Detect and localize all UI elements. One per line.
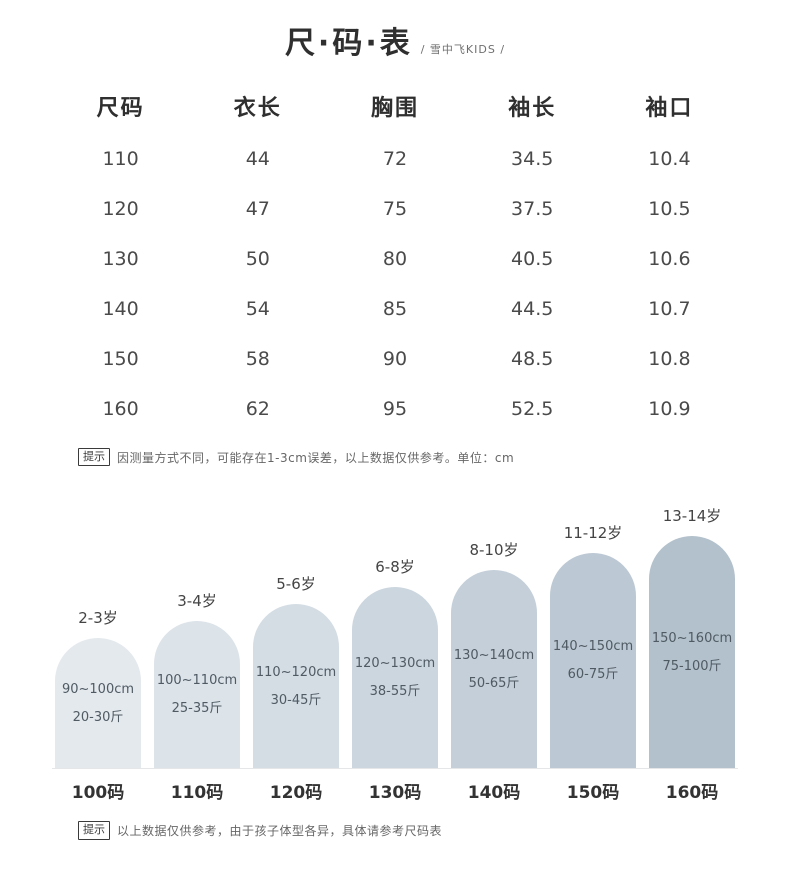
bar-column: 13-14岁 150~160cm 75-100斤 — [646, 505, 738, 769]
size-bar: 140~150cm 60-75斤 — [550, 553, 636, 769]
size-code-label: 160码 — [665, 783, 719, 804]
column-header: 袖长 — [508, 96, 557, 121]
size-bar: 130~140cm 50-65斤 — [451, 570, 537, 769]
table-cell: 40.5 — [511, 248, 554, 270]
table-cell: 110 — [102, 148, 139, 170]
column-header: 袖口 — [645, 96, 694, 121]
chart-bars: 2-3岁 90~100cm 20-30斤 3-4岁 100~110cm 25-35斤 5-6… — [52, 500, 738, 769]
table-cell: 10.4 — [648, 148, 691, 170]
size-bar: 100~110cm 25-35斤 — [154, 621, 240, 769]
size-bar: 110~120cm 30-45斤 — [253, 604, 339, 769]
table-cell: 58 — [245, 348, 270, 370]
table-cell: 150 — [102, 348, 139, 370]
table-cell: 34.5 — [511, 148, 554, 170]
table-note: 提示 因测量方式不同，可能存在1-3cm误差，以上数据仅供参考。单位：cm — [52, 448, 738, 467]
weight-range-label: 20-30斤 — [72, 709, 124, 725]
note-text: 以上数据仅供参考，由于孩子体型各异，具体请参考尺码表 — [117, 823, 443, 838]
table-cell: 10.9 — [648, 398, 691, 420]
size-code-label: 120码 — [269, 783, 323, 804]
table-cell: 72 — [382, 148, 408, 170]
table-cell: 10.6 — [648, 248, 691, 270]
note-tag: 提示 — [78, 821, 110, 840]
size-code-label: 140码 — [467, 783, 521, 804]
size-table-header-row: 尺码 衣长 胸围 袖长 袖口 — [52, 78, 738, 134]
size-table: 尺码 衣长 胸围 袖长 袖口 110 44 72 34.5 10.4 120 47 75 37.5 10.… — [52, 78, 738, 434]
table-cell: 75 — [382, 198, 408, 220]
footer-note: 提示 以上数据仅供参考，由于孩子体型各异，具体请参考尺码表 — [52, 821, 738, 840]
height-range-label: 130~140cm — [453, 647, 535, 663]
bar-column: 11-12岁 140~150cm 60-75斤 — [547, 522, 639, 769]
header: 尺·码·表 / 雪中飞KIDS / — [52, 26, 738, 62]
age-label: 6-8岁 — [375, 558, 415, 577]
size-code-label: 150码 — [566, 783, 620, 804]
height-range-label: 110~120cm — [255, 664, 337, 680]
table-cell: 10.5 — [648, 198, 691, 220]
table-row: 160 62 95 52.5 10.9 — [52, 384, 738, 434]
table-cell: 37.5 — [511, 198, 554, 220]
table-cell: 47 — [245, 198, 270, 220]
size-code-label: 110码 — [170, 783, 224, 804]
table-cell: 44 — [245, 148, 270, 170]
table-cell: 80 — [382, 248, 408, 270]
column-header: 衣长 — [233, 96, 282, 121]
age-label: 8-10岁 — [469, 541, 519, 560]
table-cell: 50 — [245, 248, 270, 270]
bar-column: 8-10岁 130~140cm 50-65斤 — [448, 539, 540, 769]
weight-range-label: 30-45斤 — [270, 692, 322, 708]
table-cell: 62 — [245, 398, 270, 420]
table-cell: 10.8 — [648, 348, 691, 370]
table-cell: 10.7 — [648, 298, 691, 320]
height-range-label: 100~110cm — [156, 673, 238, 689]
height-range-label: 150~160cm — [651, 630, 733, 646]
size-bar: 150~160cm 75-100斤 — [649, 536, 735, 769]
age-size-bar-chart: 2-3岁 90~100cm 20-30斤 3-4岁 100~110cm 25-35斤 5-6… — [52, 500, 738, 803]
table-cell: 52.5 — [511, 398, 554, 420]
bar-column: 5-6岁 110~120cm 30-45斤 — [250, 573, 342, 769]
size-bar: 90~100cm 20-30斤 — [55, 638, 141, 769]
table-cell: 160 — [102, 398, 139, 420]
table-row: 130 50 80 40.5 10.6 — [52, 234, 738, 284]
bar-column: 2-3岁 90~100cm 20-30斤 — [52, 607, 144, 769]
table-cell: 85 — [382, 298, 408, 320]
size-code-label: 130码 — [368, 783, 422, 804]
table-cell: 120 — [102, 198, 139, 220]
table-row: 150 58 90 48.5 10.8 — [52, 334, 738, 384]
size-bar: 120~130cm 38-55斤 — [352, 587, 438, 769]
table-cell: 140 — [102, 298, 139, 320]
age-label: 5-6岁 — [276, 575, 316, 594]
note-text: 因测量方式不同，可能存在1-3cm误差，以上数据仅供参考。单位：cm — [117, 450, 515, 465]
table-cell: 90 — [382, 348, 408, 370]
age-label: 2-3岁 — [78, 609, 118, 628]
size-code-label: 100码 — [71, 783, 125, 804]
column-header: 胸围 — [371, 96, 420, 121]
table-cell: 130 — [102, 248, 139, 270]
table-cell: 95 — [382, 398, 408, 420]
height-range-label: 90~100cm — [61, 681, 135, 697]
table-cell: 44.5 — [511, 298, 554, 320]
weight-range-label: 60-75斤 — [567, 667, 619, 683]
note-tag: 提示 — [78, 448, 110, 467]
weight-range-label: 38-55斤 — [369, 684, 421, 700]
table-cell: 54 — [245, 298, 270, 320]
weight-range-label: 25-35斤 — [171, 701, 223, 717]
table-row: 140 54 85 44.5 10.7 — [52, 284, 738, 334]
column-header: 尺码 — [96, 96, 145, 121]
bar-column: 6-8岁 120~130cm 38-55斤 — [349, 556, 441, 769]
chart-size-labels-row: 100码 110码 120码 130码 140码 150码 160码 — [52, 768, 738, 803]
height-range-label: 140~150cm — [552, 639, 634, 655]
weight-range-label: 75-100斤 — [662, 658, 722, 674]
bar-column: 3-4岁 100~110cm 25-35斤 — [151, 590, 243, 769]
brand-subtitle: / 雪中飞KIDS / — [420, 43, 506, 56]
size-table-body: 110 44 72 34.5 10.4 120 47 75 37.5 10.5 130 50 80 40.… — [52, 134, 738, 434]
table-row: 110 44 72 34.5 10.4 — [52, 134, 738, 184]
age-label: 3-4岁 — [177, 592, 217, 611]
table-cell: 48.5 — [511, 348, 554, 370]
age-label: 13-14岁 — [662, 507, 722, 526]
table-row: 120 47 75 37.5 10.5 — [52, 184, 738, 234]
page-title: 尺·码·表 — [284, 26, 413, 61]
weight-range-label: 50-65斤 — [468, 675, 520, 691]
age-label: 11-12岁 — [563, 524, 623, 543]
height-range-label: 120~130cm — [354, 656, 436, 672]
